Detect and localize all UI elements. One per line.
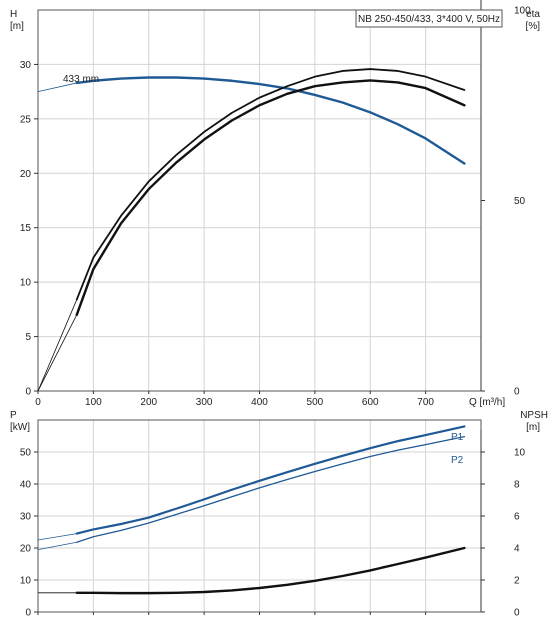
top-y-tick-label: 25 — [20, 114, 32, 125]
bottom-y-tick-label: 50 — [20, 448, 32, 459]
top-y-tick-label: 10 — [20, 278, 32, 289]
bottom-y-tick-label: 0 — [25, 608, 31, 619]
series-lead-P1 — [37, 533, 77, 541]
bottom-y2-tick-label: 2 — [514, 576, 520, 587]
series-lead-eta — [37, 314, 78, 392]
x-tick-label: 300 — [196, 397, 213, 408]
top-y2-label-bottom: [%] — [526, 21, 541, 32]
bottom-grid — [38, 420, 481, 612]
series-line-P2 — [76, 435, 466, 543]
bottom-y-tick-label: 20 — [20, 544, 32, 555]
series-line-P1 — [75, 425, 466, 535]
x-axis-label: Q [m³/h] — [469, 397, 505, 408]
top-y-tick-label: 0 — [25, 387, 31, 398]
top-y2-tick-label: 50 — [514, 196, 526, 207]
series-line-NPSH — [75, 546, 466, 595]
x-tick-label: 600 — [362, 397, 379, 408]
x-tick-label: 400 — [251, 397, 268, 408]
chart-title: NB 250-450/433, 3*400 V, 50Hz — [358, 14, 500, 25]
x-tick-label: 100 — [85, 397, 102, 408]
top-y-tick-label: 15 — [20, 223, 32, 234]
top-y-tick-label: 20 — [20, 169, 32, 180]
bottom-y2-tick-label: 8 — [514, 480, 520, 491]
x-tick-label: 200 — [140, 397, 157, 408]
bottom-y2-label-bottom: [m] — [526, 422, 540, 433]
top-grid — [38, 10, 481, 391]
bottom-y-tick-label: 10 — [20, 576, 32, 587]
x-tick-label: 700 — [417, 397, 434, 408]
bottom-y2-tick-label: 10 — [514, 448, 526, 459]
series-lead-433-mm — [37, 82, 77, 93]
x-tick-label: 500 — [307, 397, 324, 408]
bottom-series — [37, 425, 466, 595]
series-lead-eta-upper — [37, 299, 78, 392]
x-tick-label: 0 — [35, 397, 41, 408]
bottom-y-label-bottom: [kW] — [10, 422, 30, 433]
impeller-annotation: 433 mm — [63, 74, 99, 85]
bottom-ticks: 0 10 20 30 40 50 0 2 4 6 8 10 — [20, 430, 526, 619]
top-y2-label-top: eta — [526, 9, 540, 20]
head-efficiency-panel: 0 100 200 300 400 500 600 700051015202530050100… — [10, 0, 540, 408]
series-lead-P2 — [37, 541, 77, 550]
p2-label: P2 — [451, 455, 464, 466]
top-y-label-bottom: [m] — [10, 21, 24, 32]
bottom-y2-tick-label: 6 — [514, 512, 520, 523]
top-y2-tick-label: 0 — [514, 387, 520, 398]
bottom-y-tick-label: 40 — [20, 480, 32, 491]
bottom-y-tick-label: 30 — [20, 512, 32, 523]
top-y2-tick-label: 100 — [514, 6, 531, 17]
bottom-y2-label-top: NPSH — [520, 410, 548, 421]
series-line-eta-upper — [75, 68, 466, 301]
top-y-label-top: H — [10, 9, 17, 20]
series-line-eta — [75, 79, 466, 316]
top-y-tick-label: 5 — [25, 332, 31, 343]
p1-label: P1 — [451, 432, 464, 443]
bottom-y-label-top: P — [10, 410, 17, 421]
series-line-433-mm — [75, 76, 466, 165]
top-y-tick-label: 30 — [20, 60, 32, 71]
power-npsh-panel: 0 10 20 30 40 50 0 2 4 6 8 10 P [kW] NPSH [m] P1 P2 — [10, 410, 548, 619]
bottom-y2-tick-label: 0 — [514, 608, 520, 619]
title-box — [355, 9, 503, 28]
top-series — [37, 68, 466, 392]
bottom-y2-tick-label: 4 — [514, 544, 520, 555]
